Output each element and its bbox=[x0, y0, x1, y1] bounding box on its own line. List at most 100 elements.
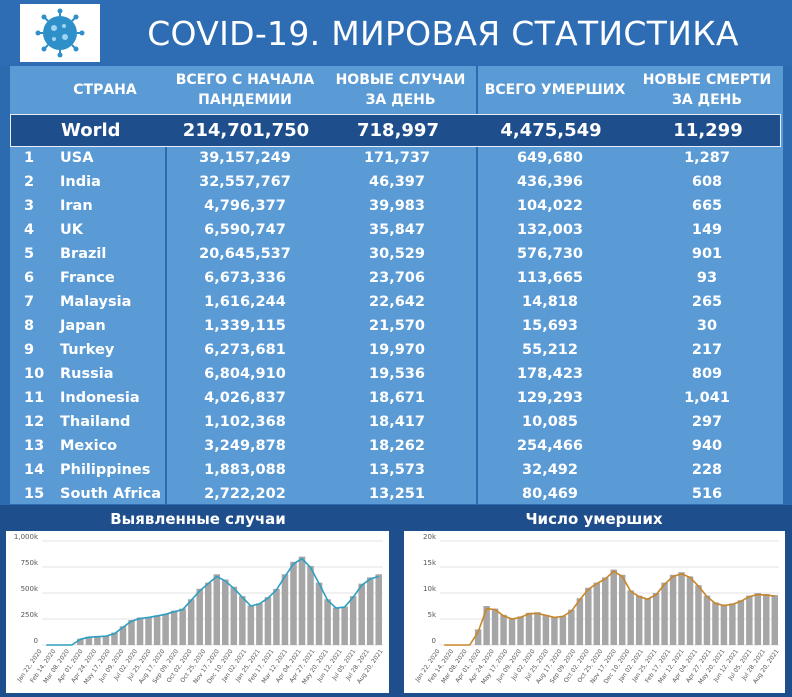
page-title: COVID-19. МИРОВАЯ СТАТИСТИКА bbox=[147, 14, 739, 53]
row-total-deaths: 576,730 bbox=[516, 246, 584, 262]
row-new-cases: 39,983 bbox=[369, 198, 425, 214]
row-country: South Africa bbox=[60, 486, 162, 502]
row-rank: 4 bbox=[24, 222, 35, 238]
row-total-deaths: 104,022 bbox=[516, 198, 584, 214]
bar bbox=[568, 609, 575, 645]
bar bbox=[162, 613, 169, 645]
row-total-deaths: 15,693 bbox=[522, 318, 578, 334]
bar bbox=[230, 586, 238, 645]
row-total-cases: 6,804,910 bbox=[204, 366, 286, 382]
world-total-deaths: 4,475,549 bbox=[500, 120, 602, 141]
row-total-cases: 39,157,249 bbox=[199, 150, 291, 166]
row-new-cases: 18,671 bbox=[369, 390, 425, 406]
bar bbox=[153, 615, 161, 645]
bar bbox=[500, 614, 507, 645]
row-total-deaths: 178,423 bbox=[516, 366, 584, 382]
row-rank: 15 bbox=[24, 486, 45, 502]
row-new-cases: 21,570 bbox=[369, 318, 425, 334]
y-tick-label: 1,000k bbox=[14, 533, 39, 541]
y-tick-label: 500k bbox=[21, 585, 39, 593]
table-row: 4 UK 6,590,747 35,847 132,003 149 bbox=[10, 218, 783, 242]
row-country: Thailand bbox=[60, 414, 131, 430]
row-new-deaths: 217 bbox=[691, 342, 723, 358]
table-header: СТРАНА ВСЕГО С НАЧАЛА ПАНДЕМИИ НОВЫЕ СЛУ… bbox=[10, 66, 783, 114]
bar bbox=[644, 598, 651, 645]
bar bbox=[525, 612, 533, 645]
bar bbox=[610, 569, 617, 645]
bar bbox=[602, 577, 609, 645]
row-country: Mexico bbox=[60, 438, 118, 454]
y-tick-label: 5k bbox=[427, 611, 436, 619]
bar bbox=[77, 638, 84, 645]
bar bbox=[729, 603, 736, 645]
bar bbox=[771, 595, 778, 645]
column-header-new-cases: НОВЫЕ СЛУЧАИ ЗА ДЕНЬ bbox=[335, 72, 466, 108]
header: COVID-19. МИРОВАЯ СТАТИСТИКА bbox=[0, 0, 792, 66]
row-new-cases: 18,262 bbox=[369, 438, 425, 454]
row-total-cases: 1,616,244 bbox=[204, 294, 286, 310]
row-new-deaths: 665 bbox=[691, 198, 723, 214]
row-new-cases: 171,737 bbox=[363, 150, 431, 166]
row-rank: 5 bbox=[24, 246, 35, 262]
bar bbox=[517, 616, 524, 645]
table-row: 13 Mexico 3,249,878 18,262 254,466 940 bbox=[10, 434, 783, 458]
y-tick-label: 0 bbox=[432, 637, 436, 645]
cases-chart-title: Выявленные случаи bbox=[110, 510, 286, 528]
row-total-deaths: 132,003 bbox=[516, 222, 584, 238]
row-country: Turkey bbox=[60, 342, 115, 358]
row-new-cases: 19,970 bbox=[369, 342, 425, 358]
bar bbox=[669, 574, 677, 645]
row-country: USA bbox=[60, 150, 94, 166]
row-rank: 11 bbox=[24, 390, 45, 406]
bar bbox=[119, 626, 127, 645]
bar bbox=[273, 588, 280, 645]
deaths-chart-title: Число умерших bbox=[525, 510, 663, 528]
row-total-cases: 32,557,767 bbox=[199, 174, 291, 190]
row-total-cases: 1,883,088 bbox=[204, 462, 286, 478]
bar bbox=[111, 632, 118, 645]
bar bbox=[585, 587, 592, 645]
table-row: 8 Japan 1,339,115 21,570 15,693 30 bbox=[10, 314, 783, 338]
row-new-cases: 46,397 bbox=[369, 174, 425, 190]
table-row: 14 Philippines 1,883,088 13,573 32,492 228 bbox=[10, 458, 783, 482]
row-country: Philippines bbox=[60, 462, 151, 478]
bar bbox=[593, 582, 601, 645]
bar bbox=[375, 574, 382, 645]
bar bbox=[358, 583, 365, 645]
bar bbox=[128, 620, 135, 645]
bar bbox=[281, 574, 289, 645]
row-rank: 7 bbox=[24, 294, 35, 310]
bar bbox=[491, 608, 499, 645]
bar bbox=[542, 614, 550, 645]
bar bbox=[737, 600, 745, 645]
table-row: 15 South Africa 2,722,202 13,251 80,469 516 bbox=[10, 482, 783, 506]
cases-chart: 0 250k 500k 750k 1,000k Jan 22, 2020 Feb 14, 2… bbox=[6, 531, 389, 693]
row-total-deaths: 10,085 bbox=[522, 414, 578, 430]
y-tick-label: 15k bbox=[423, 559, 437, 567]
row-new-cases: 23,706 bbox=[369, 270, 425, 286]
table-row: 9 Turkey 6,273,681 19,970 55,212 217 bbox=[10, 338, 783, 362]
row-new-deaths: 228 bbox=[691, 462, 723, 478]
bar bbox=[213, 574, 221, 645]
row-total-cases: 1,339,115 bbox=[204, 318, 286, 334]
column-divider bbox=[476, 147, 478, 504]
row-total-cases: 4,796,377 bbox=[204, 198, 286, 214]
bar bbox=[170, 610, 178, 645]
row-new-deaths: 940 bbox=[691, 438, 723, 454]
row-total-deaths: 80,469 bbox=[522, 486, 578, 502]
column-header-country: СТРАНА bbox=[73, 82, 137, 98]
bar bbox=[324, 599, 331, 645]
table-row: 6 France 6,673,336 23,706 113,665 93 bbox=[10, 266, 783, 290]
bar bbox=[366, 577, 374, 645]
row-new-deaths: 1,041 bbox=[684, 390, 730, 406]
row-total-deaths: 14,818 bbox=[522, 294, 578, 310]
bar bbox=[695, 585, 702, 645]
bar bbox=[534, 612, 541, 645]
row-rank: 3 bbox=[24, 198, 35, 214]
y-tick-label: 10k bbox=[423, 585, 437, 593]
row-total-deaths: 113,665 bbox=[516, 270, 584, 286]
row-rank: 9 bbox=[24, 342, 35, 358]
row-rank: 6 bbox=[24, 270, 35, 286]
table-row: 12 Thailand 1,102,368 18,417 10,085 297 bbox=[10, 410, 783, 434]
row-country: Russia bbox=[60, 366, 114, 382]
